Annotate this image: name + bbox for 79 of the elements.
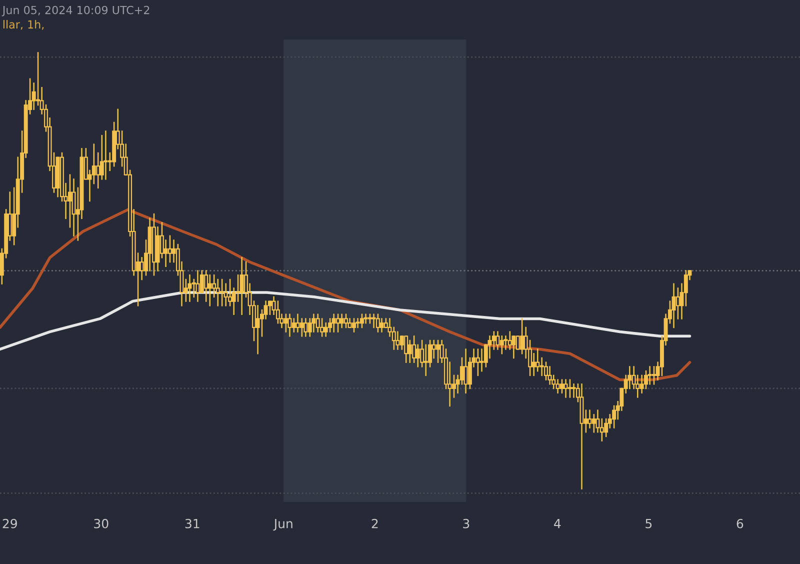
candlestick — [240, 257, 244, 315]
candlestick — [408, 340, 412, 363]
candlestick — [300, 318, 304, 337]
candlestick — [332, 314, 336, 332]
candlestick — [560, 379, 564, 394]
candlestick — [596, 410, 600, 433]
candlestick — [380, 318, 384, 332]
candlestick — [476, 348, 480, 376]
candlestick — [196, 270, 200, 302]
candlestick — [364, 314, 368, 324]
candlestick — [540, 357, 544, 376]
candlestick — [208, 274, 212, 306]
x-tick-label: Jun — [273, 519, 292, 531]
candlestick — [104, 130, 108, 180]
candlestick — [220, 278, 224, 306]
candlestick — [556, 379, 560, 394]
candlestick — [164, 240, 168, 268]
candlestick — [224, 283, 228, 306]
candlestick — [256, 305, 260, 354]
candlestick — [340, 314, 344, 328]
candlestick — [304, 318, 308, 337]
candlestick — [324, 322, 328, 337]
candlestick — [336, 314, 340, 332]
candlestick — [588, 410, 592, 428]
candlestick — [372, 314, 376, 328]
x-tick-label: 29 — [2, 518, 17, 528]
candlestick — [612, 405, 616, 428]
x-tick-label: 2 — [372, 518, 378, 528]
candlestick — [424, 344, 428, 376]
x-tick-label: 31 — [185, 518, 200, 528]
candlestick — [572, 384, 576, 398]
text: Jun 05, 2024 10:09 UTC+2 — [2, 6, 150, 16]
candlestick — [628, 366, 632, 390]
candlestick — [352, 318, 356, 332]
candlestick — [288, 314, 292, 337]
candlestick — [644, 370, 648, 390]
candlestick — [216, 278, 220, 306]
candlestick — [396, 331, 400, 350]
candlestick — [496, 331, 500, 350]
candlestick — [360, 314, 364, 328]
candlestick — [356, 318, 360, 328]
candlestick — [416, 344, 420, 368]
candlestick — [536, 348, 540, 372]
candlestick — [284, 314, 288, 332]
candlestick — [464, 348, 468, 394]
x-tick-label: 5 — [646, 519, 652, 528]
candlestick — [676, 288, 680, 320]
candlestick — [640, 374, 644, 394]
candlestick — [648, 366, 652, 385]
candlestick — [652, 366, 656, 385]
candlestick — [68, 174, 72, 228]
candlestick — [592, 414, 596, 433]
candlestick — [500, 336, 504, 354]
candlestick — [520, 318, 524, 354]
candlestick — [276, 300, 280, 324]
candlestick — [604, 418, 608, 438]
x-tick-label: 6 — [736, 518, 744, 528]
candlestick — [96, 152, 100, 189]
candlestick — [504, 336, 508, 350]
candlestick — [404, 336, 408, 363]
chart-title: llar, 1h, — [3, 20, 44, 30]
x-tick-label: 4 — [554, 519, 561, 528]
candlestick — [388, 318, 392, 337]
candlestick — [432, 340, 436, 359]
candlestick — [168, 235, 172, 263]
candlestick — [292, 318, 296, 332]
candlestick — [508, 331, 512, 350]
candlestick — [376, 314, 380, 332]
candlestick — [564, 379, 568, 398]
candlestick — [568, 379, 572, 398]
candlestick — [488, 336, 492, 359]
candlestick — [436, 340, 440, 363]
candlestick — [228, 278, 232, 306]
x-tick-label: 3 — [463, 518, 470, 528]
candlestick — [452, 374, 456, 398]
candlestick — [344, 314, 348, 328]
x-tick-label: 30 — [94, 518, 108, 528]
candlestick — [480, 348, 484, 372]
candlestick — [296, 314, 300, 332]
